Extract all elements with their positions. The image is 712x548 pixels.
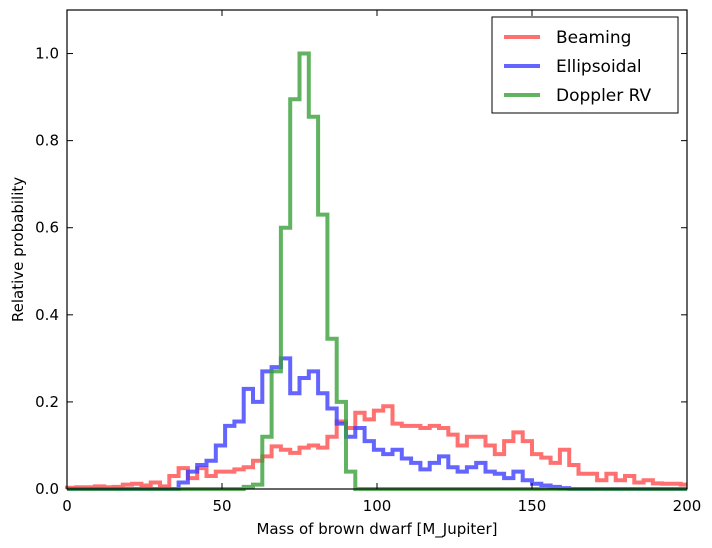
- legend-label: Ellipsoidal: [556, 57, 642, 77]
- y-tick-label: 0.8: [35, 132, 59, 150]
- legend-label: Doppler RV: [556, 86, 652, 106]
- y-axis-label: Relative probability: [9, 177, 27, 322]
- y-tick-label: 0.6: [35, 219, 59, 237]
- y-tick-label: 0.2: [35, 393, 59, 411]
- x-axis-label: Mass of brown dwarf [M_Jupiter]: [256, 520, 497, 539]
- series-line-doppler-rv: [67, 51, 687, 491]
- x-tick-label: 200: [673, 497, 702, 515]
- y-tick-label: 0.0: [35, 480, 59, 498]
- x-tick-label: 0: [62, 497, 72, 515]
- legend-label: Beaming: [556, 28, 631, 48]
- x-tick-label: 100: [363, 497, 392, 515]
- series-line-ellipsoidal: [67, 356, 687, 491]
- y-tick-label: 1.0: [35, 45, 59, 63]
- x-tick-label: 150: [518, 497, 547, 515]
- series-line-beaming: [65, 404, 687, 490]
- series-layer: [65, 51, 687, 491]
- x-tick-label: 50: [212, 497, 231, 515]
- axes-layer: 0 50 100 150 200 0.0 0.2 0.4 0.6 0.8 1.0: [35, 9, 702, 515]
- legend: Beaming Ellipsoidal Doppler RV: [491, 16, 679, 114]
- y-tick-label: 0.4: [35, 306, 59, 324]
